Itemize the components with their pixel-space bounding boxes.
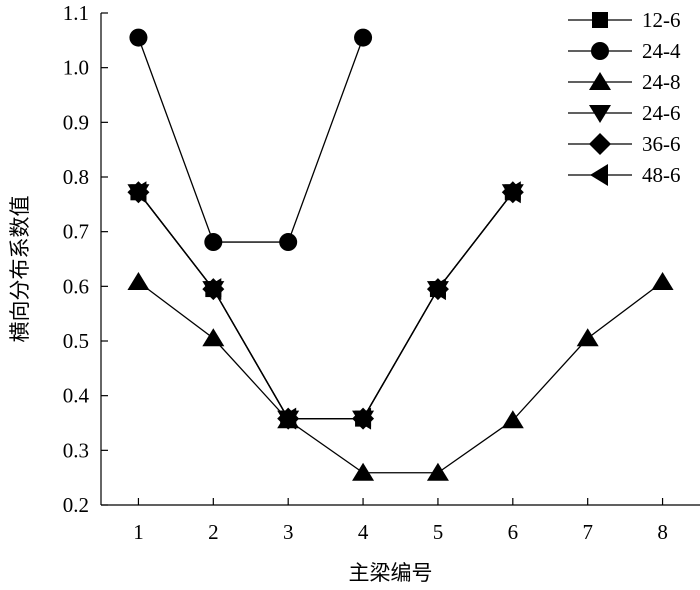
- y-tick-label: 0.4: [63, 384, 90, 408]
- data-point-24-4: [354, 28, 373, 47]
- data-point-24-8: [352, 462, 375, 481]
- legend-item: 24-8: [568, 70, 681, 94]
- legend-item: 24-6: [568, 101, 681, 125]
- x-tick-label: 1: [133, 520, 144, 544]
- series-line-48-6: [137, 191, 514, 420]
- y-tick-label: 0.3: [63, 438, 89, 462]
- x-tick-label: 6: [508, 520, 519, 544]
- legend-label: 48-6: [642, 163, 681, 187]
- y-tick-label: 0.8: [63, 165, 89, 189]
- legend-marker: [589, 72, 611, 90]
- y-axis-title: 横向分布系数值: [8, 196, 32, 343]
- series-12-6: [130, 184, 521, 427]
- series-48-6: [128, 181, 521, 430]
- x-tick-label: 3: [283, 520, 294, 544]
- series-line-12-6: [137, 191, 514, 420]
- legend-item: 24-4: [568, 39, 681, 63]
- data-point-24-4: [279, 233, 298, 252]
- series-line-36-6: [137, 191, 514, 420]
- legend-item: 12-6: [568, 8, 681, 32]
- y-tick-label: 0.6: [63, 274, 89, 298]
- series-line-24-4: [137, 37, 364, 243]
- series-line-24-8: [138, 281, 663, 474]
- data-point-48-6: [427, 278, 446, 301]
- x-axis-title: 主梁编号: [349, 561, 433, 585]
- legend-marker: [590, 164, 608, 186]
- x-tick-label: 2: [208, 520, 219, 544]
- data-point-24-8: [202, 328, 225, 347]
- data-point-24-4: [129, 28, 148, 47]
- series-24-6: [127, 184, 524, 429]
- y-tick-label: 0.5: [63, 329, 89, 353]
- x-tick-label: 8: [657, 520, 668, 544]
- series-layer: [127, 28, 674, 481]
- y-tick-label: 0.2: [63, 493, 89, 517]
- series-line-24-6: [137, 191, 514, 420]
- legend-label: 36-6: [642, 132, 681, 156]
- data-point-48-6: [203, 278, 222, 301]
- y-tick-label: 1.1: [63, 1, 89, 25]
- y-tick-label: 0.7: [63, 220, 89, 244]
- legend-marker: [589, 133, 611, 155]
- data-point-48-6: [128, 181, 147, 204]
- series-24-8: [127, 271, 674, 481]
- legend: 12-6 24-4 24-8 24-6 36-6 48-6: [568, 8, 681, 187]
- legend-label: 12-6: [642, 8, 681, 32]
- y-tick-label: 0.9: [63, 110, 89, 134]
- data-point-24-8: [651, 271, 674, 290]
- data-point-48-6: [278, 407, 297, 430]
- x-tick-label: 5: [433, 520, 444, 544]
- legend-marker: [591, 42, 609, 60]
- x-tick-label: 7: [582, 520, 593, 544]
- legend-marker: [592, 12, 608, 28]
- data-point-48-6: [353, 407, 372, 430]
- data-point-24-8: [426, 462, 449, 481]
- data-point-24-8: [127, 271, 150, 290]
- legend-label: 24-8: [642, 70, 681, 94]
- legend-label: 24-6: [642, 101, 681, 125]
- legend-label: 24-4: [642, 39, 681, 63]
- data-point-24-4: [204, 233, 223, 252]
- series-24-4: [129, 28, 373, 252]
- y-tick-label: 1.0: [63, 56, 89, 80]
- data-point-24-8: [576, 328, 599, 347]
- axes: 0.2 0.3 0.4 0.5 0.6 0.7 0.8 0.9 1.0 1.1 1 2 3 4 5 6 7 8: [63, 1, 700, 544]
- x-tick-label: 4: [358, 520, 369, 544]
- legend-marker: [589, 105, 611, 123]
- legend-item: 48-6: [568, 163, 681, 187]
- legend-item: 36-6: [568, 132, 681, 156]
- data-point-48-6: [502, 181, 521, 204]
- data-point-24-8: [501, 410, 524, 429]
- series-36-6: [127, 181, 524, 430]
